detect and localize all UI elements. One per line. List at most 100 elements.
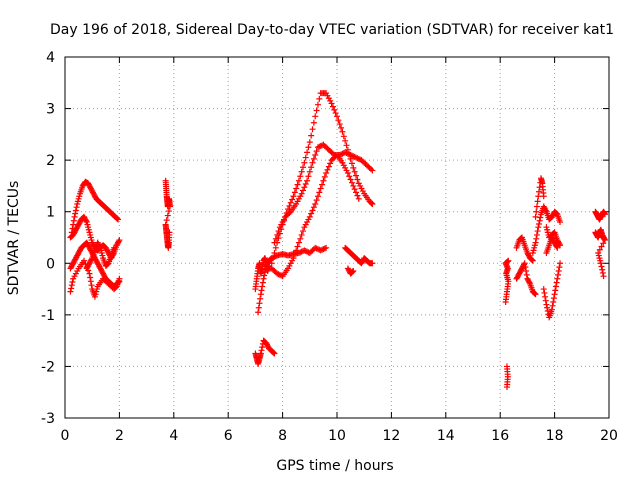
data-point (298, 231, 305, 238)
data-point (529, 257, 536, 264)
series-track-m-10h (342, 244, 376, 277)
data-point (104, 261, 111, 268)
data-point (323, 244, 330, 251)
data-point (301, 159, 308, 166)
data-point (533, 231, 540, 238)
data-point (310, 204, 317, 211)
data-point (302, 154, 309, 161)
data-point (320, 246, 327, 253)
data-point (534, 228, 541, 235)
data-point (291, 189, 298, 196)
data-point (275, 235, 282, 242)
data-point (308, 132, 315, 139)
data-point (300, 228, 306, 235)
data-point (70, 217, 77, 224)
x-tick-label: 0 (61, 428, 70, 444)
data-point (596, 246, 603, 253)
data-point (533, 208, 540, 215)
y-tick-label: 1 (46, 205, 55, 221)
data-point (319, 181, 326, 188)
data-point (348, 179, 355, 186)
data-point (353, 172, 360, 179)
data-point (535, 224, 542, 231)
data-point (68, 285, 75, 292)
y-tick-label: -3 (41, 411, 55, 427)
data-point (327, 160, 334, 167)
data-point (329, 103, 336, 110)
data-point (369, 260, 376, 267)
data-point (557, 260, 564, 267)
data-point (339, 150, 346, 157)
data-point (353, 189, 360, 196)
data-point (552, 287, 559, 294)
y-tick-label: -2 (41, 359, 55, 375)
data-point (351, 186, 358, 193)
data-point (310, 155, 317, 162)
data-point (340, 133, 347, 140)
data-point (600, 240, 607, 247)
data-point (270, 349, 277, 356)
data-point (309, 207, 316, 214)
series-track-r-18h (540, 234, 564, 321)
data-point (348, 152, 355, 159)
data-point (70, 221, 77, 228)
data-point (347, 151, 354, 158)
data-point (270, 349, 277, 356)
data-point (88, 256, 95, 263)
data-point (274, 231, 281, 238)
data-point (166, 203, 173, 210)
data-point (521, 260, 528, 267)
data-point (332, 110, 339, 117)
data-point (518, 235, 525, 242)
data-point (532, 213, 539, 220)
data-point (550, 295, 557, 302)
data-point (290, 193, 297, 200)
x-tick-label: 12 (382, 428, 400, 444)
data-point (542, 207, 549, 214)
series-track-d-early (67, 257, 123, 300)
data-point (312, 200, 319, 207)
data-point (287, 199, 294, 206)
data-point (355, 155, 362, 162)
data-point (268, 255, 275, 262)
data-point (300, 164, 306, 171)
data-point (312, 151, 319, 158)
data-point (331, 106, 338, 113)
data-point (321, 245, 328, 252)
data-point (258, 287, 265, 294)
data-point (526, 279, 533, 286)
series-track-a-early (68, 178, 122, 236)
data-point (504, 258, 511, 265)
data-point (116, 275, 123, 282)
data-point (72, 210, 79, 217)
series-track-p-17h (529, 203, 564, 256)
data-point (348, 160, 355, 167)
data-point (316, 189, 323, 196)
data-point (305, 144, 312, 151)
data-point (302, 248, 309, 255)
data-point (86, 270, 93, 277)
data-point (354, 192, 361, 199)
data-point (550, 229, 557, 236)
data-point (310, 119, 317, 126)
data-point (348, 269, 355, 276)
data-point (542, 293, 549, 300)
series-track-o-17h (513, 234, 539, 298)
data-point (531, 290, 538, 297)
data-point (272, 244, 279, 251)
data-point (308, 210, 315, 217)
data-point (314, 246, 321, 253)
data-point (313, 197, 320, 204)
data-point (314, 193, 321, 200)
series-track-f-4h (162, 177, 173, 251)
y-tick-label: 2 (46, 153, 55, 169)
data-point (350, 153, 357, 160)
x-tick-label: 8 (278, 428, 287, 444)
data-point (257, 291, 264, 298)
data-point (305, 249, 312, 256)
data-point (295, 239, 302, 246)
data-point (115, 216, 122, 223)
series-track-h-main (271, 141, 376, 246)
data-point (332, 153, 339, 160)
data-point (308, 164, 315, 171)
